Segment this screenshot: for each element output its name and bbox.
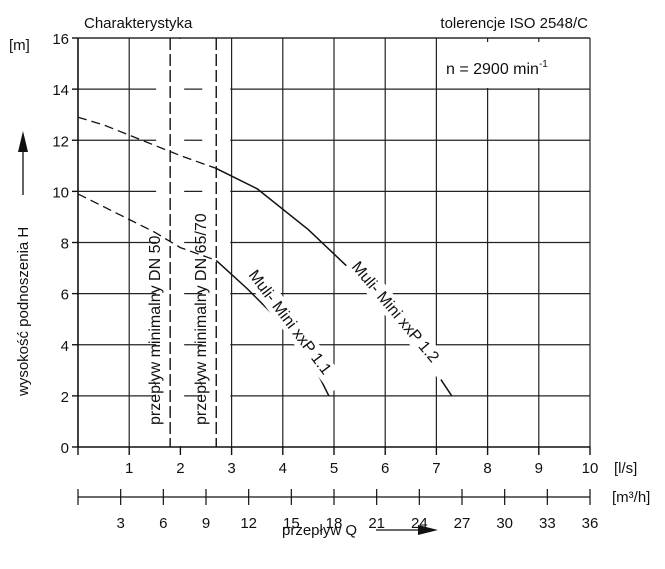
x-tick-label: 7	[432, 460, 440, 477]
series-dashed-line	[77, 116, 217, 170]
x-tick-label: 3	[227, 460, 235, 477]
y-tick-label: 10	[52, 184, 69, 201]
y-axis-title: wysokość podnoszenia H	[15, 227, 32, 397]
x2-tick-label: 33	[539, 515, 556, 532]
x-axis-title: przepływ Q	[282, 522, 357, 539]
series-curves	[77, 116, 453, 397]
y-tick-label: 0	[61, 440, 69, 457]
y-tick-label: 14	[52, 82, 69, 99]
y-tick-label: 2	[61, 389, 69, 406]
series-label: Muli- Mini xxP 1.2	[348, 259, 442, 366]
x2-tick-label: 21	[368, 515, 385, 532]
min-flow-label: przepływ minimalny DN 65/70	[193, 213, 210, 425]
speed-box	[437, 42, 587, 88]
x-tick-label: 4	[279, 460, 287, 477]
x2-tick-label: 24	[411, 515, 428, 532]
x-tick-label: 8	[483, 460, 491, 477]
series-line	[215, 259, 330, 397]
x2-tick-label: 6	[159, 515, 167, 532]
x2-tick-label: 36	[582, 515, 599, 532]
series-label-background	[344, 254, 456, 381]
x2-tick-label: 30	[496, 515, 513, 532]
series-label-background	[241, 262, 347, 394]
minimum-flow-markers: przepływ minimalny DN 50 przepływ minimal…	[147, 38, 231, 447]
x2-tick-label: 9	[202, 515, 210, 532]
x2-tick-label: 27	[454, 515, 471, 532]
min-flow-label: przepływ minimalny DN 50	[147, 236, 164, 425]
x-axis-unit: [l/s]	[614, 460, 637, 477]
x2-tick-label: 15	[283, 515, 300, 532]
y-tick-label: 4	[61, 338, 69, 355]
chart-title: Charakterystyka	[84, 15, 193, 32]
x2-tick-label: 18	[326, 515, 343, 532]
x-axis-arrow-head	[418, 525, 438, 535]
x2-tick-label: 12	[240, 515, 257, 532]
x2-tick-label: 3	[116, 515, 124, 532]
x-tick-label: 6	[381, 460, 389, 477]
tolerance-note: tolerencje ISO 2548/C	[440, 15, 588, 32]
y-axis-arrow-head	[18, 131, 28, 152]
x-tick-label: 2	[176, 460, 184, 477]
x-tick-label: 10	[582, 460, 599, 477]
x-tick-label: 1	[125, 460, 133, 477]
series-dashed-line	[77, 193, 217, 262]
y-tick-label: 12	[52, 133, 69, 150]
y-tick-label: 16	[52, 31, 69, 48]
series-label: Muli- Mini xxP 1.1	[245, 267, 334, 378]
x-tick-label: 9	[535, 460, 543, 477]
x-tick-label: 5	[330, 460, 338, 477]
y-tick-label: 6	[61, 287, 69, 304]
speed-exponent: -1	[539, 59, 548, 70]
speed-label: n = 2900 min-1	[446, 59, 548, 78]
y-axis-unit: [m]	[9, 37, 30, 54]
chart-labels: przepływ Q [m] wysokość podnoszenia H Chara…	[9, 15, 588, 539]
x2-axis-unit: [m³/h]	[612, 489, 650, 506]
y-tick-label: 8	[61, 236, 69, 253]
